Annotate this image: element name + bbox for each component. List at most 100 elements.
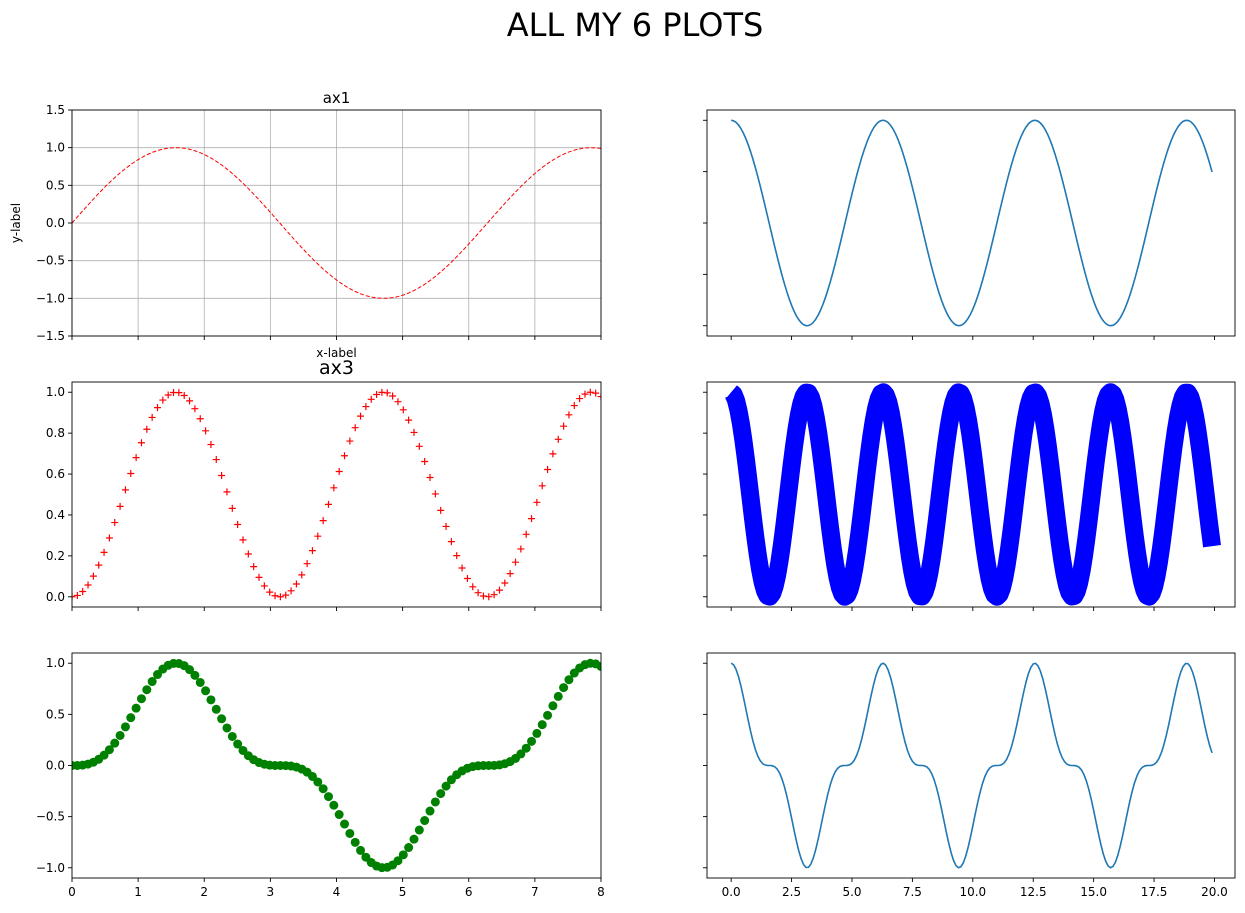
- data-point: [544, 466, 552, 474]
- data-point: [250, 563, 258, 571]
- series-ax1-0: [72, 147, 601, 299]
- data-point: [576, 395, 584, 403]
- data-point: [592, 389, 600, 397]
- y-tick-label: 0.5: [46, 707, 65, 721]
- data-point: [495, 586, 503, 594]
- data-point: [84, 581, 92, 589]
- data-point: [143, 425, 151, 433]
- data-point: [351, 424, 359, 432]
- data-point: [104, 745, 114, 755]
- y-tick-label: 1.0: [46, 385, 65, 399]
- data-point: [89, 572, 97, 580]
- y-tick-label: −0.5: [36, 810, 65, 824]
- data-point: [330, 484, 338, 492]
- y-tick-label: −1.0: [36, 861, 65, 875]
- axes-ax2: [703, 109, 1236, 340]
- data-point: [453, 552, 461, 560]
- y-tick-label: 0.0: [46, 590, 65, 604]
- data-point: [346, 437, 354, 445]
- data-point: [537, 720, 547, 730]
- data-point: [110, 738, 120, 748]
- data-point: [516, 749, 526, 759]
- y-tick-label: −1.0: [36, 291, 65, 305]
- x-tick-label: 20.0: [1201, 885, 1228, 899]
- data-point: [528, 515, 536, 523]
- data-point: [191, 405, 199, 413]
- data-point: [398, 850, 408, 860]
- data-point: [334, 810, 344, 820]
- series-line: [72, 147, 601, 299]
- data-point: [367, 395, 375, 403]
- series-line: [724, 383, 1221, 606]
- data-point: [345, 828, 355, 838]
- data-point: [121, 486, 129, 494]
- x-tick-label: 2.5: [782, 885, 801, 899]
- data-point: [148, 413, 156, 421]
- data-point: [116, 502, 124, 510]
- data-point: [517, 545, 525, 553]
- data-point: [318, 784, 328, 794]
- x-tick-label: 1: [134, 885, 142, 899]
- data-point: [463, 575, 471, 583]
- data-point: [206, 695, 216, 705]
- y-tick-label: 1.0: [46, 656, 65, 670]
- data-point: [522, 530, 530, 538]
- data-point: [485, 593, 493, 601]
- data-point: [307, 771, 317, 781]
- axes-ax3: 0.0 0.2 0.4 0.6 0.8 1.0 ax3: [46, 357, 602, 611]
- data-point: [244, 550, 252, 558]
- data-point: [323, 792, 333, 802]
- data-point: [202, 427, 210, 435]
- data-point: [549, 450, 557, 458]
- data-point: [105, 534, 113, 542]
- data-point: [142, 685, 152, 695]
- x-tick-label: 7.5: [903, 885, 922, 899]
- data-point: [559, 683, 569, 693]
- x-tick-label: 3: [267, 885, 275, 899]
- data-point: [136, 694, 146, 704]
- data-point: [72, 593, 76, 601]
- data-point: [196, 415, 204, 423]
- data-point: [126, 713, 136, 723]
- data-point: [420, 816, 430, 826]
- axes-title: ax3: [319, 357, 354, 379]
- data-point: [185, 665, 195, 675]
- y-tick-label: 0.6: [46, 467, 65, 481]
- data-point: [111, 519, 119, 527]
- data-point: [425, 806, 435, 816]
- x-tick-label: 15.0: [1080, 885, 1107, 899]
- x-tick-label: 8: [597, 885, 605, 899]
- data-point: [437, 506, 445, 514]
- data-point: [436, 789, 446, 799]
- y-tick-label: 0.4: [46, 508, 65, 522]
- data-point: [350, 837, 360, 847]
- data-point: [399, 406, 407, 414]
- data-point: [548, 701, 558, 711]
- axes-frame: [706, 652, 1236, 879]
- data-point: [314, 532, 322, 540]
- data-point: [415, 442, 423, 450]
- data-point: [127, 469, 135, 477]
- data-point: [180, 391, 188, 399]
- data-point: [255, 573, 263, 581]
- x-tick-label: 5: [399, 885, 407, 899]
- axes-ax1: −1.5 −1.0 −0.5 0.0 0.5 1.0 1.5 ax1 x-label y-labe…: [9, 89, 602, 360]
- data-point: [159, 396, 167, 404]
- data-point: [260, 582, 268, 590]
- data-point: [527, 736, 537, 746]
- data-point: [490, 591, 498, 599]
- data-point: [521, 743, 531, 753]
- y-axis-label: y-label: [9, 203, 23, 243]
- y-tick-label: 0.8: [46, 426, 65, 440]
- data-point: [100, 548, 108, 556]
- data-point: [442, 522, 450, 530]
- data-point: [303, 560, 311, 568]
- data-point: [474, 589, 482, 597]
- data-point: [586, 388, 594, 396]
- y-tick-label: −0.5: [36, 254, 65, 268]
- data-point: [421, 457, 429, 465]
- data-point: [564, 675, 574, 685]
- data-point: [222, 723, 232, 733]
- data-point: [581, 390, 589, 398]
